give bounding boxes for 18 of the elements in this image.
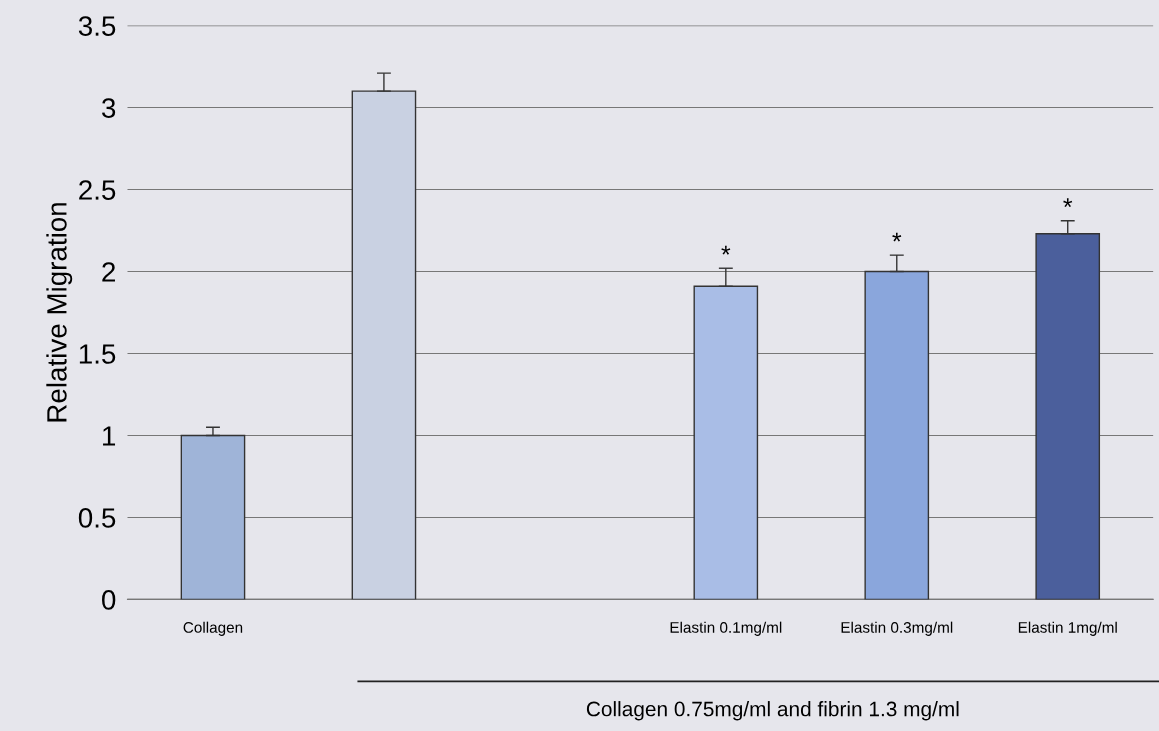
x-tick-label: Elastin 0.3mg/ml — [841, 621, 953, 636]
x-tick-label: Elastin 1mg/ml — [1018, 621, 1117, 636]
y-tick-label: 1 — [103, 426, 116, 446]
y-tick-label: 3 — [101, 98, 116, 118]
y-tick-label: 0.5 — [78, 508, 116, 528]
y-axis-title: Relative Migration — [46, 203, 73, 422]
bar — [351, 90, 417, 600]
y-tick-label: 2.5 — [79, 180, 116, 200]
y-tick-label: 3.5 — [78, 16, 116, 36]
x-tick-label: Elastin 0.1mg/ml — [670, 621, 782, 636]
annotation: * — [892, 232, 902, 242]
x-tick-label: Collagen — [183, 621, 243, 636]
annotation: * — [721, 245, 731, 255]
y-tick-label: 0 — [102, 590, 116, 610]
y-tick-label: 2 — [102, 262, 115, 282]
text: Collagen 0.75mg/ml and fibrin 1.3 mg/ml — [586, 701, 959, 721]
y-tick-label: 1.5 — [79, 344, 116, 364]
annotation: * — [1063, 198, 1073, 208]
